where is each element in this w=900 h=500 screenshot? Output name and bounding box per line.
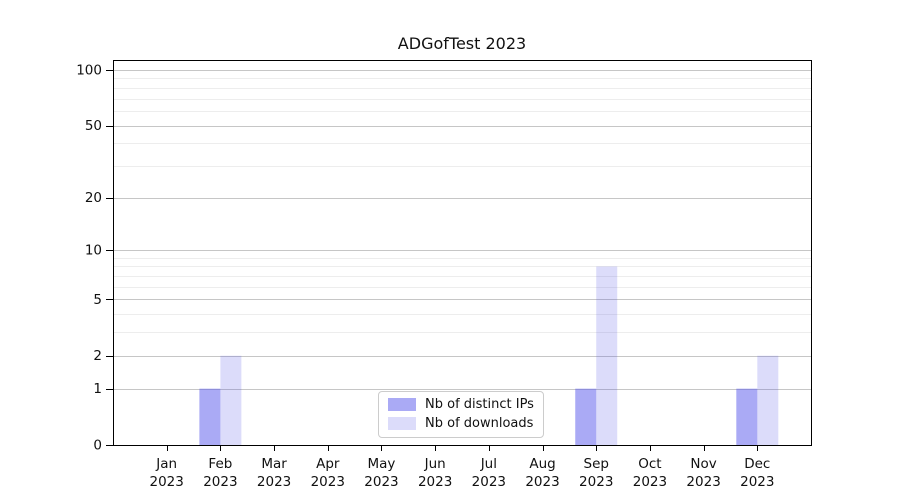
bar-distinct-ips-dec bbox=[736, 388, 758, 445]
y-tick-label: 1 bbox=[93, 381, 102, 397]
legend-swatch-downloads bbox=[388, 417, 416, 430]
y-tick-label: 20 bbox=[85, 190, 102, 206]
x-tick-label-year: 2023 bbox=[311, 474, 345, 490]
x-tick-label-year: 2023 bbox=[686, 474, 720, 490]
x-tick-label-month: Jun bbox=[424, 456, 446, 472]
x-tick-label-month: Oct bbox=[638, 456, 661, 472]
bar-downloads-sep bbox=[596, 266, 618, 445]
x-tick-label-month: Jan bbox=[155, 456, 177, 472]
legend-item-distinct-ips: Nb of distinct IPs bbox=[388, 397, 534, 412]
y-tick-label: 2 bbox=[93, 348, 102, 364]
x-tick-label-month: Apr bbox=[316, 456, 340, 472]
y-tick-label: 10 bbox=[85, 243, 102, 259]
legend-label-distinct-ips: Nb of distinct IPs bbox=[425, 397, 534, 412]
x-tick-label-year: 2023 bbox=[740, 474, 774, 490]
x-tick-label-year: 2023 bbox=[472, 474, 506, 490]
x-tick-label-year: 2023 bbox=[257, 474, 291, 490]
chart-title: ADGofTest 2023 bbox=[397, 34, 527, 53]
legend: Nb of distinct IPs Nb of downloads bbox=[378, 391, 544, 438]
x-tick-label-month: Aug bbox=[529, 456, 555, 472]
x-tick-label-month: Sep bbox=[584, 456, 609, 472]
x-tick-label-year: 2023 bbox=[203, 474, 237, 490]
x-tick-label-year: 2023 bbox=[418, 474, 452, 490]
x-tick-label-month: Nov bbox=[690, 456, 716, 472]
x-tick-label-year: 2023 bbox=[364, 474, 398, 490]
x-tick-label-year: 2023 bbox=[633, 474, 667, 490]
y-tick-label: 100 bbox=[76, 62, 102, 78]
bar-distinct-ips-sep bbox=[575, 388, 597, 445]
legend-item-downloads: Nb of downloads bbox=[388, 416, 534, 431]
y-tick-label: 50 bbox=[85, 118, 102, 134]
x-tick-label-month: Feb bbox=[208, 456, 232, 472]
x-tick-label-year: 2023 bbox=[579, 474, 613, 490]
x-tick-label-month: Dec bbox=[744, 456, 770, 472]
x-tick-label-year: 2023 bbox=[150, 474, 184, 490]
legend-label-downloads: Nb of downloads bbox=[425, 416, 534, 431]
y-tick-label: 5 bbox=[93, 292, 102, 308]
legend-swatch-distinct-ips bbox=[388, 398, 416, 411]
bar-distinct-ips-feb bbox=[199, 388, 221, 445]
plot-border bbox=[112, 59, 813, 447]
x-tick-label-month: May bbox=[368, 456, 396, 472]
x-tick-label-month: Mar bbox=[261, 456, 287, 472]
bar-downloads-dec bbox=[757, 355, 779, 445]
bar-downloads-feb bbox=[220, 355, 242, 445]
y-tick-label: 0 bbox=[93, 437, 102, 453]
x-tick-label-month: Jul bbox=[480, 456, 497, 472]
x-tick-label-year: 2023 bbox=[525, 474, 559, 490]
